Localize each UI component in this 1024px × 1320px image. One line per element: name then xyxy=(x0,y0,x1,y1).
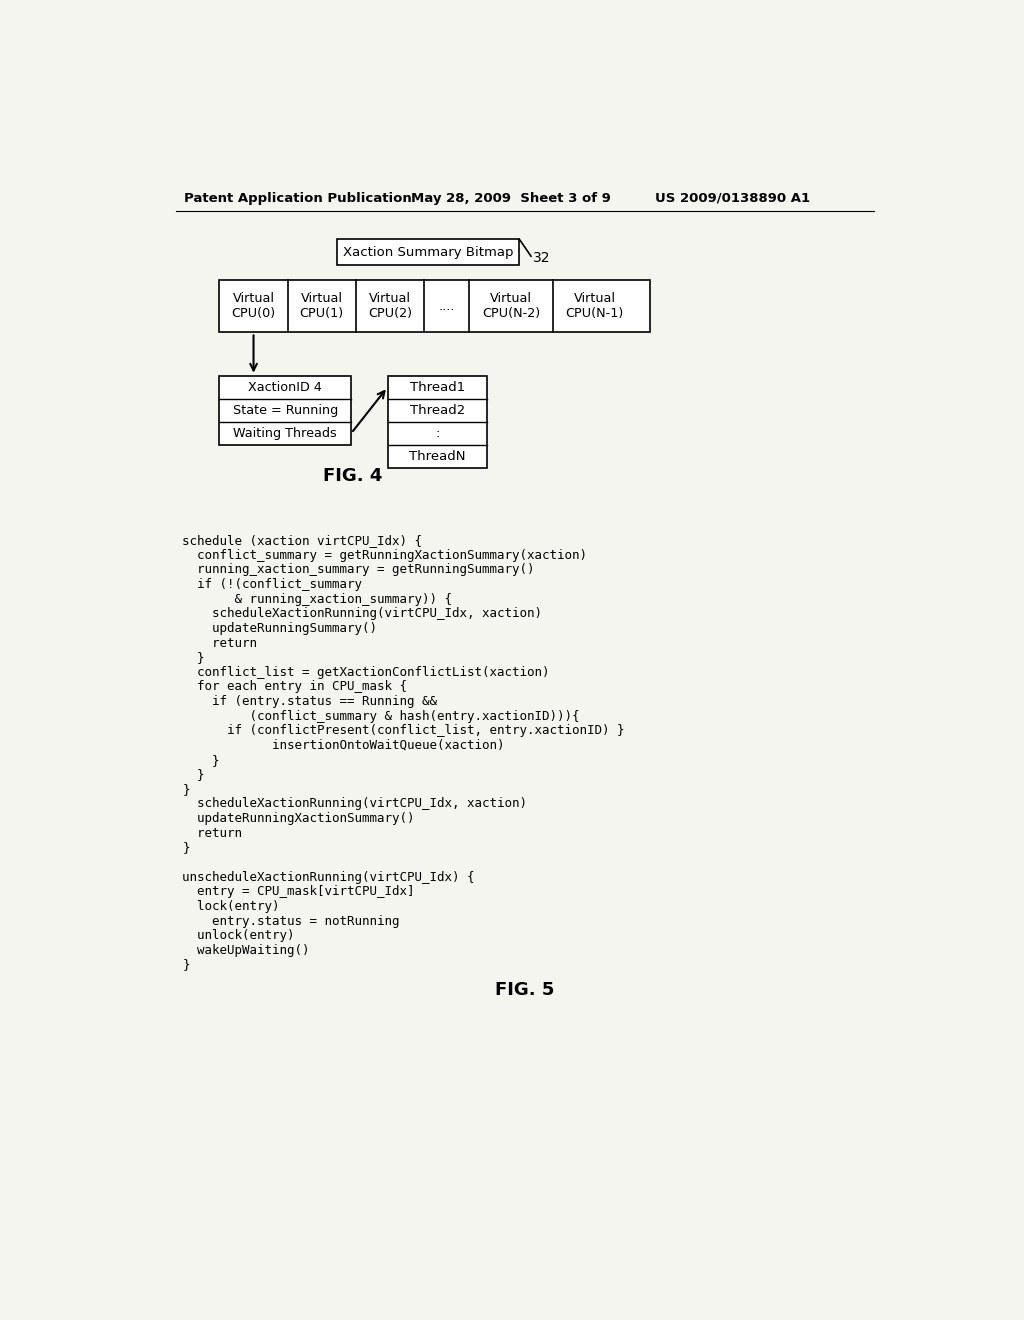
Text: Thread2: Thread2 xyxy=(410,404,465,417)
Text: schedule (xaction virtCPU_Idx) {: schedule (xaction virtCPU_Idx) { xyxy=(182,535,422,548)
Text: unlock(entry): unlock(entry) xyxy=(182,929,295,942)
Text: updateRunningSummary(): updateRunningSummary() xyxy=(182,622,377,635)
Text: ....: .... xyxy=(438,300,455,313)
Bar xyxy=(219,280,649,333)
Text: unscheduleXactionRunning(virtCPU_Idx) {: unscheduleXactionRunning(virtCPU_Idx) { xyxy=(182,871,475,883)
Text: May 28, 2009  Sheet 3 of 9: May 28, 2009 Sheet 3 of 9 xyxy=(411,191,610,205)
Text: scheduleXactionRunning(virtCPU_Idx, xaction): scheduleXactionRunning(virtCPU_Idx, xact… xyxy=(182,607,543,620)
Bar xyxy=(337,239,519,265)
Text: conflict_summary = getRunningXactionSummary(xaction): conflict_summary = getRunningXactionSumm… xyxy=(182,549,587,562)
Text: }: } xyxy=(182,768,205,781)
Text: if (conflictPresent(conflict_list, entry.xactionID) }: if (conflictPresent(conflict_list, entry… xyxy=(182,725,625,738)
Text: XactionID 4: XactionID 4 xyxy=(249,380,323,393)
Text: FIG. 4: FIG. 4 xyxy=(324,467,383,484)
Text: for each entry in CPU_mask {: for each entry in CPU_mask { xyxy=(182,681,408,693)
Text: entry.status = notRunning: entry.status = notRunning xyxy=(182,915,399,928)
Text: & running_xaction_summary)) {: & running_xaction_summary)) { xyxy=(182,593,453,606)
Text: Thread1: Thread1 xyxy=(410,380,465,393)
Text: :: : xyxy=(435,426,439,440)
Text: (conflict_summary & hash(entry.xactionID))){: (conflict_summary & hash(entry.xactionID… xyxy=(182,710,580,723)
Text: 32: 32 xyxy=(534,251,551,265)
Text: }: } xyxy=(182,783,189,796)
Text: insertionOntoWaitQueue(xaction): insertionOntoWaitQueue(xaction) xyxy=(182,739,505,752)
Text: Patent Application Publication: Patent Application Publication xyxy=(183,191,412,205)
Text: Virtual
CPU(N-1): Virtual CPU(N-1) xyxy=(565,292,624,321)
Text: Waiting Threads: Waiting Threads xyxy=(233,426,337,440)
Text: Virtual
CPU(2): Virtual CPU(2) xyxy=(368,292,412,321)
Text: State = Running: State = Running xyxy=(232,404,338,417)
Text: running_xaction_summary = getRunningSummary(): running_xaction_summary = getRunningSumm… xyxy=(182,564,535,577)
Text: Virtual
CPU(N-2): Virtual CPU(N-2) xyxy=(481,292,540,321)
Text: FIG. 5: FIG. 5 xyxy=(496,981,554,999)
Text: entry = CPU_mask[virtCPU_Idx]: entry = CPU_mask[virtCPU_Idx] xyxy=(182,886,415,899)
Text: US 2009/0138890 A1: US 2009/0138890 A1 xyxy=(655,191,810,205)
Bar xyxy=(219,376,351,445)
Text: conflict_list = getXactionConflictList(xaction): conflict_list = getXactionConflictList(x… xyxy=(182,665,550,678)
Text: return: return xyxy=(182,826,243,840)
Bar xyxy=(388,376,486,469)
Text: return: return xyxy=(182,636,257,649)
Text: ThreadN: ThreadN xyxy=(409,450,466,463)
Text: Virtual
CPU(1): Virtual CPU(1) xyxy=(300,292,344,321)
Text: lock(entry): lock(entry) xyxy=(182,900,280,913)
Text: Xaction Summary Bitmap: Xaction Summary Bitmap xyxy=(343,246,514,259)
Text: if (!(conflict_summary: if (!(conflict_summary xyxy=(182,578,362,591)
Text: }: } xyxy=(182,958,189,972)
Text: updateRunningXactionSummary(): updateRunningXactionSummary() xyxy=(182,812,415,825)
Text: Virtual
CPU(0): Virtual CPU(0) xyxy=(231,292,275,321)
Text: }: } xyxy=(182,651,205,664)
Text: }: } xyxy=(182,754,220,767)
Text: wakeUpWaiting(): wakeUpWaiting() xyxy=(182,944,309,957)
Text: }: } xyxy=(182,841,189,854)
Text: if (entry.status == Running &&: if (entry.status == Running && xyxy=(182,696,437,708)
Text: scheduleXactionRunning(virtCPU_Idx, xaction): scheduleXactionRunning(virtCPU_Idx, xact… xyxy=(182,797,527,810)
